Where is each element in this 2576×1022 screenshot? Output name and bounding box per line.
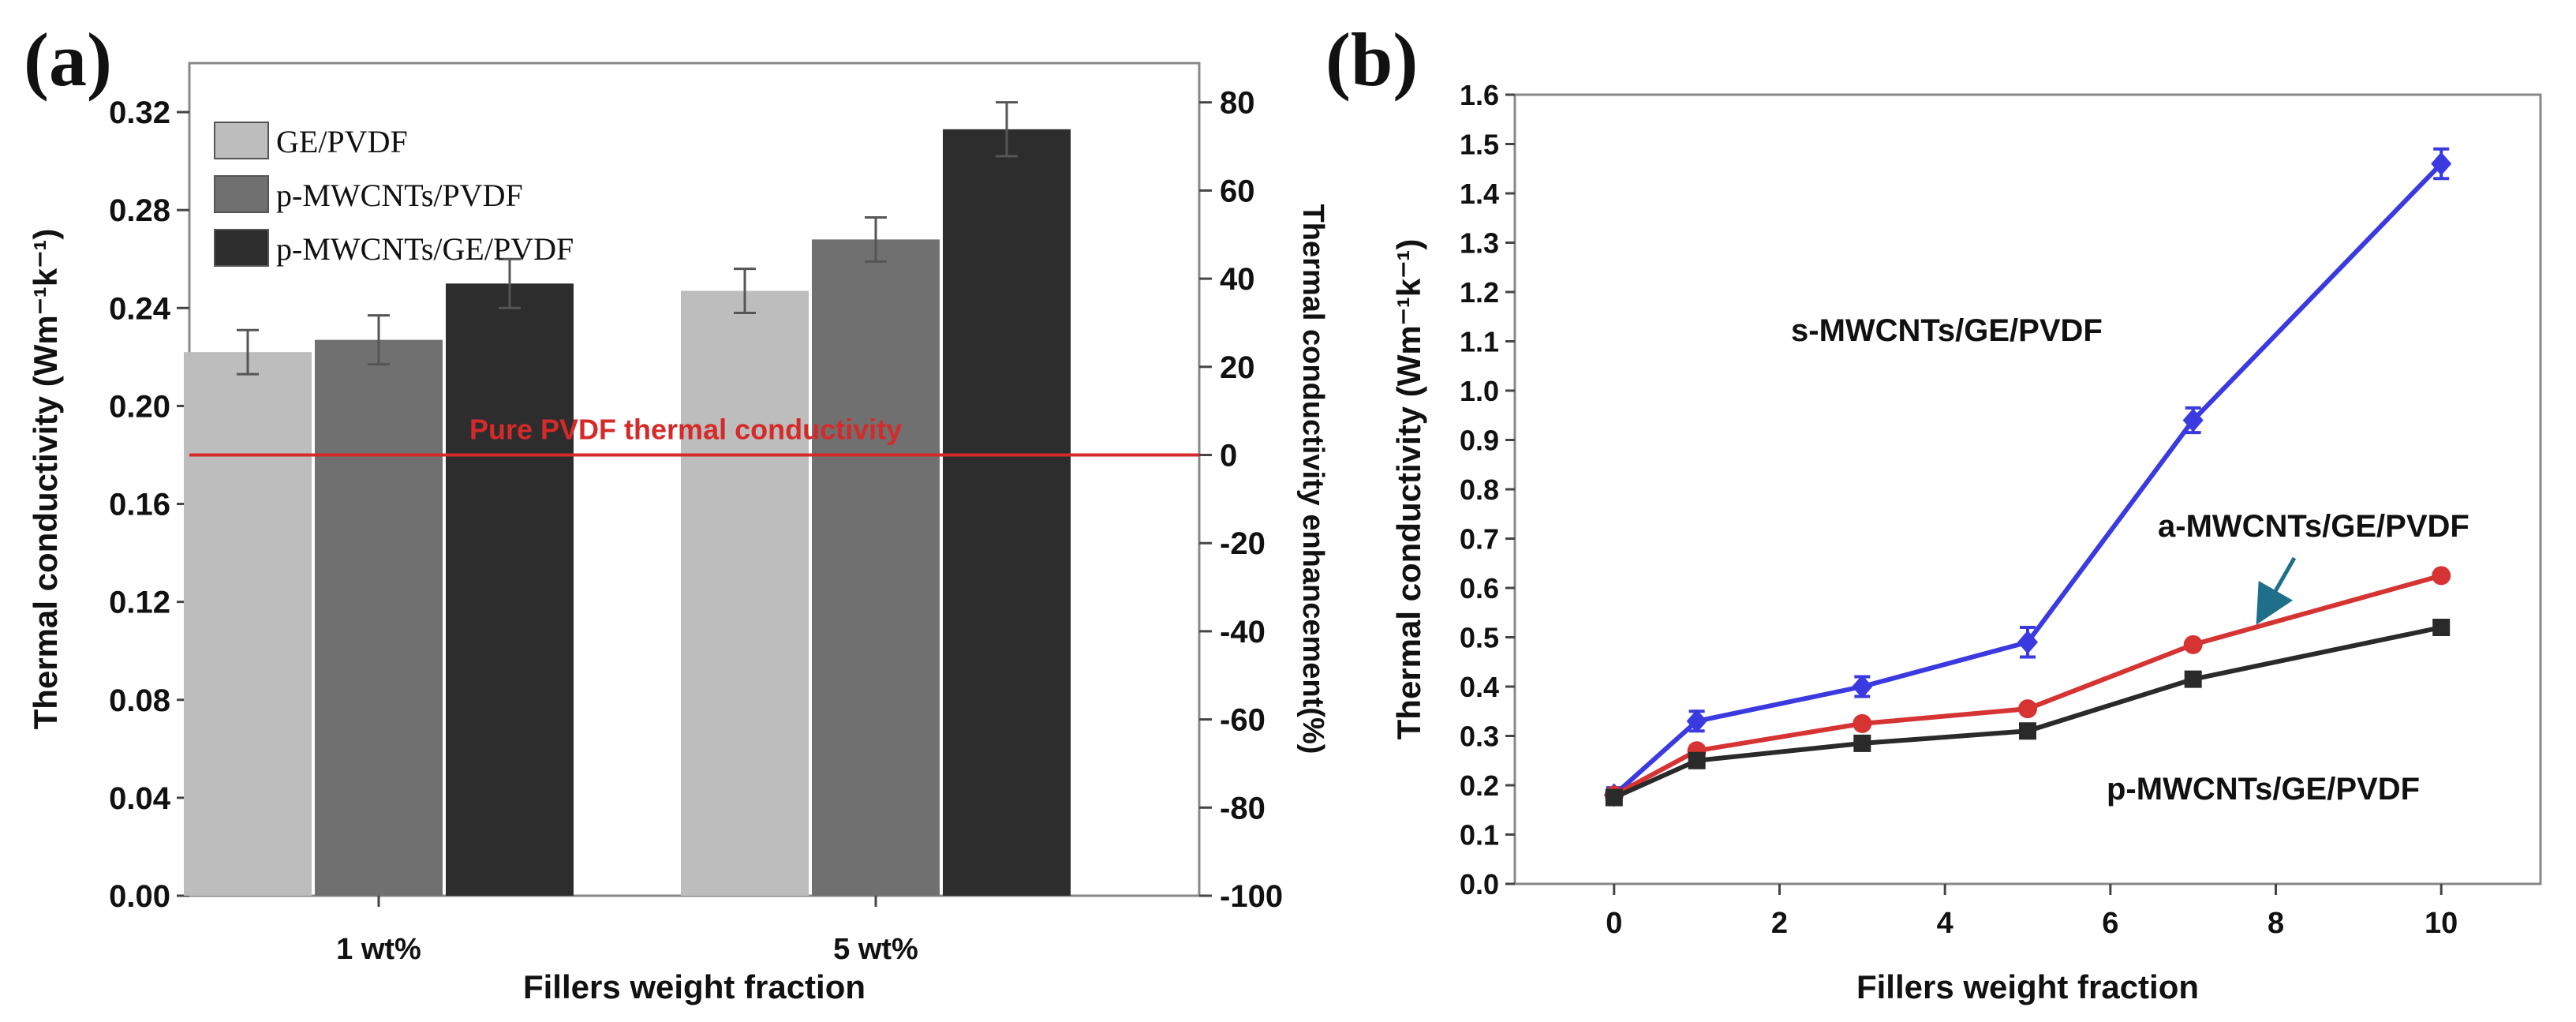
y-tick-label: 0.20 <box>109 389 170 424</box>
y-tick-label: 0.08 <box>109 683 170 718</box>
data-point <box>1605 788 1623 807</box>
data-point <box>2183 635 2203 654</box>
data-point <box>2019 722 2036 740</box>
y-tick-label: 0.4 <box>1460 671 1499 703</box>
x-tick-label: 1 wt% <box>336 933 421 966</box>
y-tick-label: 0.7 <box>1460 523 1499 556</box>
y-tick-label: 0.16 <box>109 488 170 522</box>
data-point <box>1688 751 1706 769</box>
y-tick-label: 0.3 <box>1460 721 1499 753</box>
pure-pvdf-reference-label: Pure PVDF thermal conductivity <box>469 413 902 445</box>
panel-a-y2-axis: -100 -80 -60 -40 -20 0 20 40 60 80 <box>1199 86 1283 914</box>
panel-b-x-axis: 0 2 4 6 8 10 <box>1606 884 2458 940</box>
x-tick-label: 6 <box>2102 907 2118 940</box>
x-tick-label: 2 <box>1771 907 1788 940</box>
y2-tick-label: -20 <box>1220 526 1266 561</box>
panel-a-y2-axis-title: Thermal conductivity enhancement(%) <box>1296 204 1329 754</box>
y-tick-label: 0.9 <box>1460 425 1499 457</box>
bar-p-mwcnts-pvdf <box>812 239 940 897</box>
annotation-arrow <box>2256 556 2297 625</box>
y2-tick-label: 20 <box>1220 350 1255 385</box>
y-tick-label: 1.5 <box>1460 129 1499 161</box>
y2-tick-label: 80 <box>1220 86 1255 121</box>
series-annotation-label: p-MWCNTs/GE/PVDF <box>2107 772 2420 807</box>
y-tick-label: 0.24 <box>109 291 171 326</box>
series-annotation-label: s-MWCNTs/GE/PVDF <box>1791 313 2103 348</box>
data-point <box>2182 408 2204 432</box>
panel-a-label: (a) <box>24 17 112 102</box>
y-tick-label: 0.2 <box>1460 769 1499 802</box>
data-point <box>2432 566 2451 586</box>
panel-b-x-axis-title: Fillers weight fraction <box>1856 968 2199 1005</box>
y2-tick-label: 60 <box>1220 174 1255 208</box>
y-tick-label: 1.0 <box>1460 375 1499 407</box>
panel-b-label: (b) <box>1325 17 1418 102</box>
series-line-a-mwcnts-ge-pvdf <box>1613 573 2442 798</box>
y-tick-label: 1.6 <box>1460 79 1499 111</box>
bar-ge-pvdf <box>681 290 809 897</box>
y-tick-label: 0.28 <box>109 193 170 228</box>
data-point <box>2018 699 2037 719</box>
y-tick-label: 1.2 <box>1460 276 1499 309</box>
y-tick-label: 1.3 <box>1460 227 1499 260</box>
panel-b-y-axis: 0.0 0.1 0.2 0.3 0.4 0.5 0.6 0.7 0.8 0.9 1.0 1.1 1.2 1… <box>1460 79 1515 900</box>
data-point <box>2184 670 2202 688</box>
data-point <box>1686 709 1707 733</box>
y2-tick-label: -80 <box>1220 791 1266 825</box>
y-tick-label: 0.12 <box>109 586 170 620</box>
legend-swatch <box>214 122 269 159</box>
y2-tick-label: 40 <box>1220 262 1255 297</box>
data-point <box>2017 630 2038 654</box>
y-tick-label: 1.1 <box>1460 326 1499 358</box>
legend-swatch <box>214 175 269 213</box>
panel-a-x-axis-title: Fillers weight fraction <box>523 968 866 1005</box>
y2-tick-label: -100 <box>1220 879 1283 914</box>
data-point <box>1853 713 1872 733</box>
data-point <box>2431 152 2452 176</box>
panel-a-bar-chart: (a) 0.00 0.04 0.08 0.12 0.16 0.20 0.24 0.28 0.32… <box>24 17 1329 1005</box>
x-tick-label: 0 <box>1606 907 1622 940</box>
panel-b-series <box>1603 147 2452 807</box>
panel-b-line-chart: (b) 0.0 0.1 0.2 0.3 0.4 0.5 0.6 0.7 0.8 0.9 1.0 1.1… <box>1325 17 2542 1005</box>
y-tick-label: 0.6 <box>1460 572 1499 605</box>
x-tick-label: 8 <box>2268 907 2284 940</box>
panel-a-y-axis-title: Thermal conductivity (Wm⁻¹k⁻¹) <box>27 229 64 730</box>
bar-p-mwcnts-pvdf <box>315 339 443 897</box>
legend-label: p-MWCNTs/GE/PVDF <box>276 231 574 267</box>
y-tick-label: 0.8 <box>1460 474 1499 506</box>
y2-tick-label: -60 <box>1220 703 1266 738</box>
panel-a-x-axis: 1 wt% 5 wt% <box>336 896 918 966</box>
series-line-p-mwcnts-ge-pvdf <box>1613 625 2442 800</box>
y2-tick-label: 0 <box>1220 439 1237 474</box>
legend-swatch <box>214 229 269 267</box>
y-tick-label: 0.04 <box>109 781 171 816</box>
series-line-s-mwcnts-ge-pvdf <box>1612 162 2443 797</box>
legend-label: GE/PVDF <box>276 124 408 159</box>
x-tick-label: 5 wt% <box>833 933 918 966</box>
x-tick-label: 4 <box>1937 907 1953 940</box>
y-tick-label: 0.0 <box>1460 868 1499 900</box>
data-point <box>2432 619 2451 636</box>
panel-a-legend: GE/PVDF p-MWCNTs/PVDF p-MWCNTs/GE/PVDF <box>214 122 574 267</box>
legend-label: p-MWCNTs/PVDF <box>276 178 523 213</box>
panel-b-annotations: s-MWCNTs/GE/PVDF a-MWCNTs/GE/PVDF p-MWCNTs… <box>1791 313 2469 807</box>
y2-tick-label: -40 <box>1220 615 1266 650</box>
panel-a-y-axis: 0.00 0.04 0.08 0.12 0.16 0.20 0.24 0.28 0.32 <box>109 95 189 914</box>
data-point <box>1853 734 1871 752</box>
y-tick-label: 0.00 <box>109 879 170 914</box>
series-annotation-label: a-MWCNTs/GE/PVDF <box>2158 509 2469 544</box>
x-tick-label: 10 <box>2425 907 2458 940</box>
y-tick-label: 0.1 <box>1460 819 1499 852</box>
y-tick-label: 0.5 <box>1460 622 1499 654</box>
y-tick-label: 1.4 <box>1460 178 1499 210</box>
y-tick-label: 0.32 <box>109 95 170 130</box>
bar-ge-pvdf <box>184 352 312 896</box>
bar-p-mwcnts-ge-pvdf <box>446 283 574 896</box>
bar-p-mwcnts-ge-pvdf <box>943 129 1071 896</box>
panel-a-bars <box>184 101 1071 897</box>
panel-b-y-axis-title: Thermal conductivity (Wm⁻¹k⁻¹) <box>1390 239 1427 740</box>
data-point <box>1852 675 1873 698</box>
